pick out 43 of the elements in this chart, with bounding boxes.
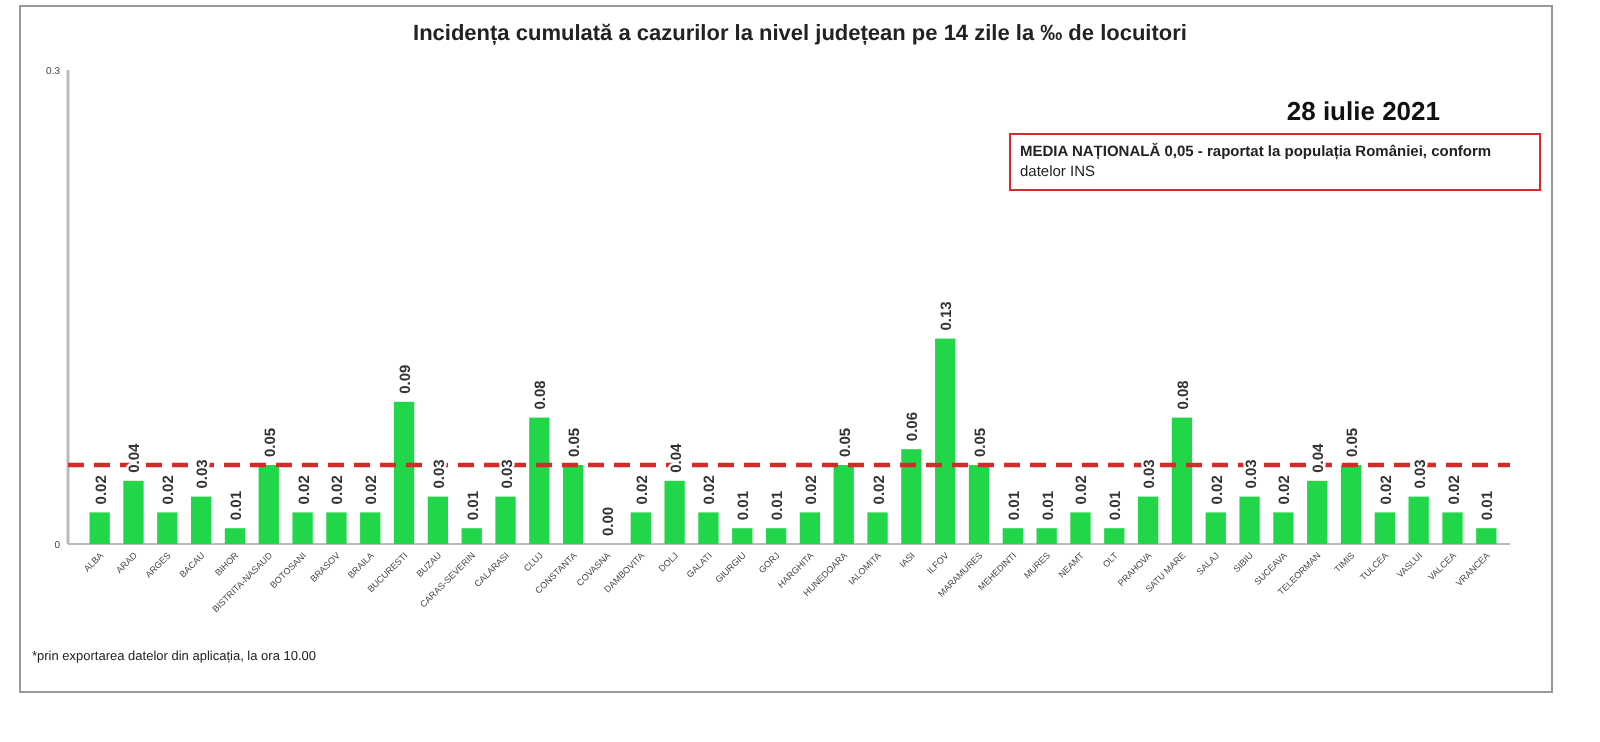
bar [935,338,956,544]
bar [190,496,212,544]
bar [1036,528,1057,544]
bar [495,496,516,544]
bar [157,512,178,544]
text: 28 iulie 2021 [1286,96,1440,126]
bar [1171,417,1193,544]
bar [1070,512,1091,544]
bar [664,480,685,544]
bar [968,465,990,544]
bar [1137,496,1159,544]
bar [1002,528,1023,544]
bar [258,465,279,544]
bar [1408,496,1429,544]
bar [1442,512,1463,544]
bar [765,528,787,544]
bar [393,401,415,544]
chart-title: Incidența cumulată a cazurilor la nivel județean pe 14 zile la ‰ de locuitori [413,22,1187,46]
bar [1374,512,1396,544]
bar [867,512,888,544]
bar [1104,528,1125,544]
bar [1273,512,1294,544]
bar [529,417,550,544]
bar [1476,528,1497,544]
bar [1340,465,1362,544]
bar [326,512,347,544]
bar [89,512,110,544]
bar [1307,480,1328,544]
bar [360,512,381,544]
bar [630,512,651,544]
bar [123,480,144,544]
bar [427,496,449,544]
bar [833,465,854,544]
bar [292,512,313,544]
bar [563,465,584,544]
bar [461,528,482,544]
bar [224,528,246,544]
bar [732,528,753,544]
bar [1205,512,1226,544]
bar [698,512,719,544]
bar [901,449,922,544]
bar [799,512,821,544]
bar [1239,496,1260,544]
